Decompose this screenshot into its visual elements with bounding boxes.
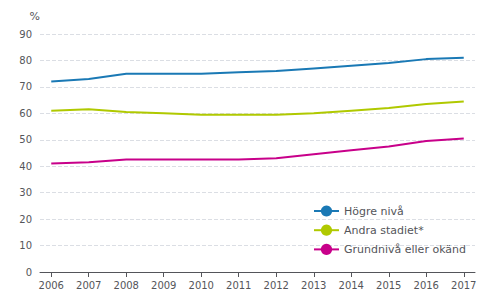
svg-text:40: 40: [19, 161, 32, 172]
svg-text:Andra stadiet*: Andra stadiet*: [344, 224, 424, 237]
svg-text:2012: 2012: [264, 280, 289, 291]
svg-text:2007: 2007: [76, 280, 101, 291]
svg-text:70: 70: [19, 81, 32, 92]
svg-text:2014: 2014: [339, 280, 364, 291]
svg-text:2008: 2008: [114, 280, 139, 291]
svg-text:50: 50: [19, 134, 32, 145]
svg-text:2009: 2009: [151, 280, 176, 291]
svg-text:0: 0: [26, 267, 32, 278]
svg-text:2011: 2011: [226, 280, 251, 291]
svg-text:60: 60: [19, 108, 32, 119]
svg-text:%: %: [30, 10, 40, 23]
svg-text:20: 20: [19, 214, 32, 225]
svg-text:2016: 2016: [414, 280, 439, 291]
svg-text:2010: 2010: [189, 280, 214, 291]
svg-text:2013: 2013: [301, 280, 326, 291]
svg-text:10: 10: [19, 240, 32, 251]
svg-text:Grundnivå eller okänd: Grundnivå eller okänd: [344, 243, 466, 256]
svg-text:80: 80: [19, 55, 32, 66]
svg-text:2015: 2015: [376, 280, 401, 291]
svg-text:Högre nivå: Högre nivå: [344, 205, 404, 218]
svg-text:2006: 2006: [39, 280, 64, 291]
svg-text:90: 90: [19, 29, 32, 40]
svg-text:30: 30: [19, 187, 32, 198]
svg-text:2017: 2017: [451, 280, 476, 291]
